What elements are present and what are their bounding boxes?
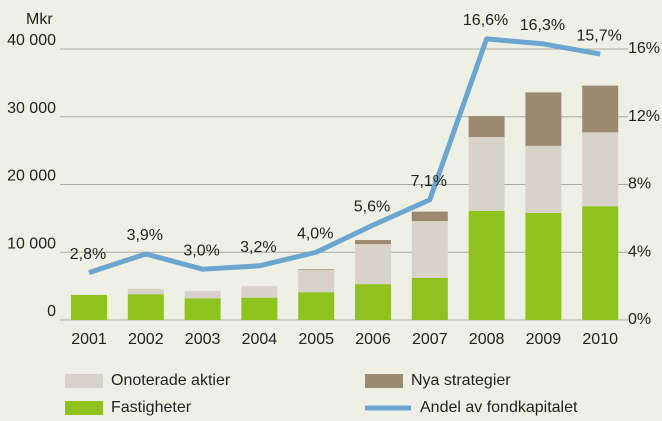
y-axis-label: Mkr: [26, 11, 53, 28]
bar-segment: [525, 145, 562, 213]
data-label: 3,0%: [183, 242, 219, 259]
bar-segment: [355, 240, 391, 245]
bar-segment: [298, 292, 335, 320]
y-tick-label: 0: [47, 303, 56, 320]
bar-segment: [582, 132, 619, 207]
legend-label: Nya strategier: [411, 372, 511, 389]
x-tick-label: 2005: [298, 331, 334, 348]
bar-segment: [468, 116, 505, 138]
bar-segment: [241, 297, 278, 320]
bar-segment: [411, 221, 448, 278]
data-label: 16,6%: [463, 12, 508, 29]
bar-segment: [241, 286, 278, 298]
bar-segment: [411, 277, 448, 320]
data-label: 2,8%: [70, 246, 106, 263]
bar-segment: [355, 244, 391, 285]
y-tick-label: 30 000: [7, 100, 56, 117]
bar-segment: [525, 212, 562, 320]
y-tick-label: 20 000: [7, 168, 56, 185]
data-label: 15,7%: [577, 27, 622, 44]
data-label: 4,0%: [297, 225, 333, 242]
y2-tick-label: 0%: [628, 311, 651, 328]
bar-segment: [582, 85, 619, 133]
y-tick-label: 10 000: [7, 235, 56, 252]
bar-segment: [127, 288, 164, 295]
legend-label: Onoterade aktier: [111, 372, 231, 389]
bar-segment: [411, 211, 448, 222]
x-tick-label: 2004: [242, 331, 278, 348]
legend-label: Fastigheter: [111, 399, 192, 416]
data-label: 16,3%: [520, 17, 565, 34]
bar-segment: [468, 210, 505, 320]
bar-segment: [184, 290, 221, 299]
x-tick-label: 2007: [412, 331, 448, 348]
y2-tick-label: 8%: [628, 176, 651, 193]
y2-tick-label: 12%: [628, 108, 660, 125]
bar-segment: [127, 294, 164, 320]
y-tick-label: 40 000: [7, 32, 56, 49]
legend-swatch: [65, 401, 103, 415]
bar-segment: [298, 269, 335, 293]
data-label: 7,1%: [411, 173, 447, 190]
bar-segment: [184, 298, 221, 320]
x-tick-label: 2003: [185, 331, 221, 348]
x-tick-label: 2008: [469, 331, 505, 348]
data-label: 3,9%: [127, 227, 163, 244]
bar-segment: [71, 294, 107, 320]
legend-swatch: [365, 374, 403, 388]
line-series: [88, 36, 601, 275]
bar-segment: [298, 269, 335, 270]
x-tick-label: 2010: [582, 331, 618, 348]
bar-segment: [468, 137, 505, 211]
legend-label: Andel av fondkapitalet: [420, 399, 578, 416]
data-label: 5,6%: [354, 198, 390, 215]
bar-segment: [582, 206, 619, 320]
y2-tick-label: 16%: [628, 40, 660, 57]
y2-tick-label: 4%: [628, 243, 651, 260]
x-tick-label: 2009: [526, 331, 562, 348]
x-tick-label: 2001: [71, 331, 107, 348]
bar-segment: [355, 284, 391, 320]
x-tick-label: 2006: [355, 331, 391, 348]
x-tick-label: 2002: [128, 331, 164, 348]
data-label: 3,2%: [240, 239, 276, 256]
legend-swatch: [65, 374, 103, 388]
bar-segment: [525, 92, 562, 146]
